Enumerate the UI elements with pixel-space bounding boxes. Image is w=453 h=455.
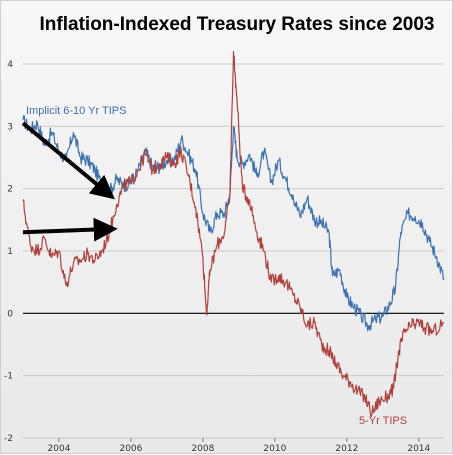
- x-tick-label: 2010: [263, 444, 286, 454]
- x-tick-label: 2014: [407, 444, 430, 454]
- y-tick-label: -1: [4, 372, 13, 382]
- x-tick-label: 2004: [48, 444, 71, 454]
- x-tick-label: 2012: [335, 444, 358, 454]
- y-tick-label: 3: [7, 122, 13, 132]
- series-line-implicit-6-10-yr-tips: [22, 115, 445, 332]
- annotation-arrow: [22, 217, 118, 242]
- y-tick-label: -2: [4, 434, 13, 444]
- y-tick-label: 4: [7, 60, 13, 70]
- series-label-implicit-6-10-yr-tips: Implicit 6-10 Yr TIPS: [26, 105, 126, 117]
- y-axis-ticks: -2 -1 0 1 2 3 4: [4, 60, 13, 444]
- y-tick-label: 1: [7, 247, 13, 257]
- x-tick-label: 2006: [119, 444, 142, 454]
- annotation-layer: [21, 121, 118, 242]
- chart-title: Inflation-Indexed Treasury Rates since 2…: [40, 14, 435, 35]
- x-tick-label: 2008: [191, 444, 214, 454]
- y-tick-label: 2: [7, 185, 13, 195]
- series-line-5-yr-tips: [22, 50, 445, 417]
- grid-lines: [23, 63, 444, 439]
- annotation-arrow: [21, 121, 116, 200]
- series-layer: [22, 50, 445, 417]
- x-axis-ticks: 2004 2006 2008 2010 2012 2014: [48, 438, 431, 454]
- y-tick-label: 0: [7, 309, 13, 319]
- series-label-5-yr-tips: 5-Yr TIPS: [359, 415, 407, 427]
